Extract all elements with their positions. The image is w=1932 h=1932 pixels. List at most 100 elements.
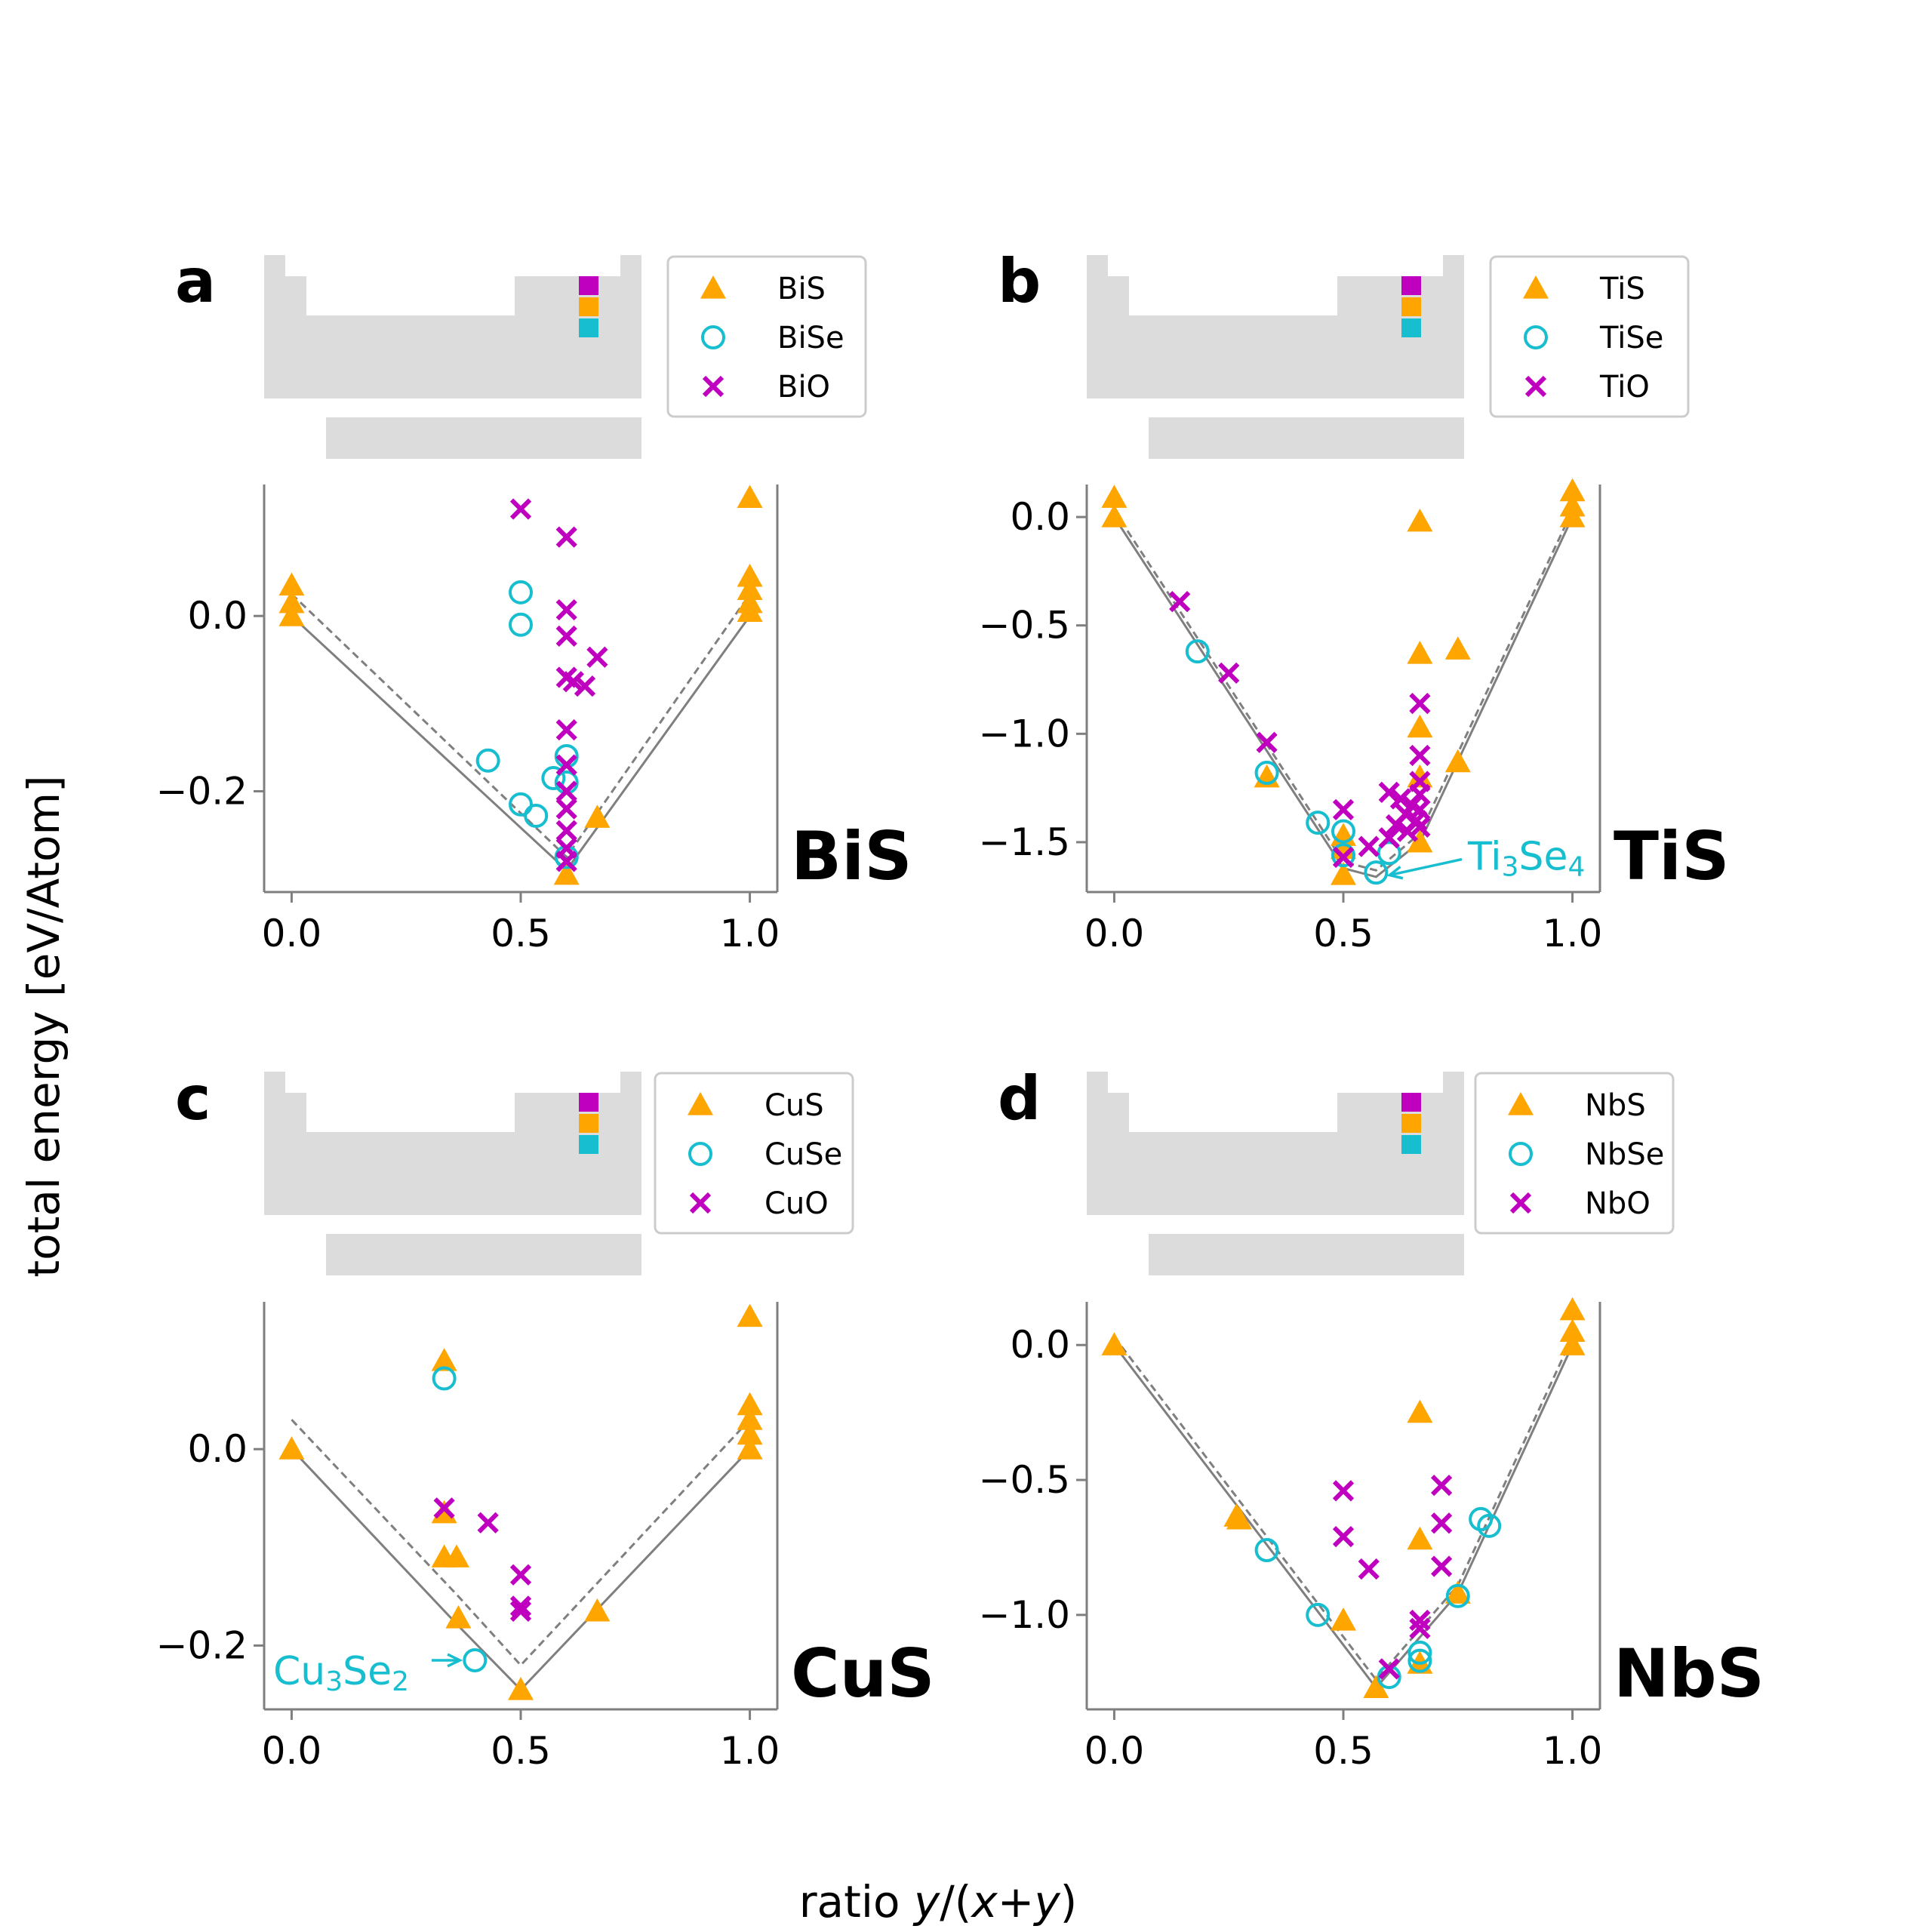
data-point-triangle	[444, 1544, 469, 1567]
legend-label: CuSe	[764, 1137, 842, 1172]
data-point-x	[555, 798, 577, 820]
data-point-triangle	[431, 1348, 457, 1371]
data-point-triangle	[508, 1676, 534, 1700]
data-point-triangle	[278, 1436, 305, 1460]
panel-compound-name: TiS	[1614, 817, 1730, 895]
hull-line-solid	[1113, 516, 1574, 878]
data-point-x	[1409, 816, 1431, 838]
y-tick-label: −0.2	[156, 1623, 248, 1667]
legend-marker-triangle	[700, 275, 726, 299]
hull-line-dashed	[1113, 1336, 1574, 1682]
data-point-x	[1256, 731, 1278, 753]
legend-marker-x	[1524, 375, 1547, 398]
data-point-triangle	[737, 1303, 763, 1327]
data-point-circle	[1331, 819, 1355, 844]
data-point-triangle	[1101, 504, 1128, 528]
legend-label: NbSe	[1585, 1137, 1664, 1172]
data-point-circle	[463, 1647, 488, 1672]
panel-letter: a	[175, 246, 216, 316]
data-point-x	[555, 719, 577, 741]
x-tick-label: 0.5	[491, 912, 551, 955]
data-point-x	[555, 780, 577, 802]
data-point-circle	[1254, 1538, 1279, 1563]
x-tick-label: 0.0	[1084, 1729, 1145, 1773]
periodic-table-main	[1087, 1072, 1464, 1215]
panel-letter: b	[998, 246, 1041, 316]
data-point-triangle	[737, 1436, 763, 1460]
data-point-triangle	[737, 577, 763, 600]
pt-highlight-selenide	[1401, 318, 1421, 337]
annotation-arrowhead	[447, 1653, 463, 1668]
x-tick-label: 0.0	[1084, 912, 1145, 955]
x-tick-label: 1.0	[1543, 912, 1603, 955]
pt-highlight-selenide	[1401, 1135, 1421, 1154]
data-point-x	[562, 671, 584, 693]
data-point-triangle	[1226, 1506, 1252, 1530]
x-tick-label: 0.0	[262, 1729, 322, 1773]
x-tick-label: 1.0	[1543, 1729, 1603, 1773]
data-point-triangle	[278, 572, 305, 596]
data-point-triangle	[1559, 1332, 1586, 1355]
data-point-x	[1332, 1480, 1355, 1502]
periodic-table-f-block	[326, 1234, 641, 1275]
legend-label: TiSe	[1599, 321, 1663, 355]
data-point-circle	[541, 766, 566, 791]
panel-d: d NbS NbSe NbO 0.0 0.5 1.0 0.0 −0.5 −1.0 NbS	[979, 1063, 1764, 1773]
periodic-table-main	[264, 255, 641, 398]
data-point-x	[1332, 1526, 1355, 1548]
pt-highlight-oxide	[579, 1093, 598, 1112]
x-tick-label: 1.0	[720, 1729, 780, 1773]
series-BiS	[278, 485, 763, 885]
pt-highlight-oxide	[579, 276, 598, 295]
data-point-triangle	[1101, 1332, 1128, 1355]
periodic-table-f-block	[1149, 1234, 1464, 1275]
pt-highlight-sulfide	[1401, 297, 1421, 316]
data-point-triangle	[1407, 508, 1433, 532]
data-point-triangle	[553, 861, 580, 885]
hull-line-dashed	[1113, 509, 1574, 872]
data-point-triangle	[1444, 1580, 1471, 1604]
data-point-circle	[1407, 1640, 1432, 1665]
data-point-triangle	[1101, 485, 1128, 508]
panel-letter: c	[175, 1063, 211, 1134]
x-tick-label: 0.5	[1313, 912, 1374, 955]
y-tick-label: 0.0	[1010, 1323, 1070, 1367]
data-point-x	[433, 1497, 455, 1519]
data-point-triangle	[1444, 749, 1471, 773]
data-point-x	[477, 1512, 499, 1534]
y-tick-label: −0.5	[979, 1458, 1070, 1502]
y-tick-label: 0.0	[1010, 495, 1070, 539]
data-point-triangle	[431, 1500, 457, 1524]
series-CuO	[433, 1497, 532, 1623]
data-point-x	[1378, 781, 1400, 803]
data-point-triangle	[1559, 504, 1586, 528]
data-point-circle	[1407, 1648, 1432, 1673]
data-point-triangle	[445, 1604, 472, 1629]
pt-highlight-oxide	[1401, 1093, 1421, 1112]
hull-line-dashed	[291, 1419, 751, 1667]
pt-highlight-selenide	[579, 1135, 598, 1154]
pt-highlight-sulfide	[579, 1114, 598, 1133]
pt-highlight-oxide	[1401, 276, 1421, 295]
annotation-arrow	[1389, 857, 1463, 877]
pt-highlight-sulfide	[579, 297, 598, 316]
series-CuS	[278, 1303, 763, 1700]
data-point-triangle	[1331, 862, 1356, 885]
data-point-circle	[1306, 811, 1331, 835]
legend-label: CuO	[764, 1186, 829, 1221]
x-tick-label: 0.0	[262, 912, 322, 955]
pt-highlight-sulfide	[1401, 1114, 1421, 1133]
data-point-x	[1409, 744, 1431, 767]
series-NbO	[1332, 1475, 1453, 1680]
y-tick-label: −0.5	[979, 604, 1070, 648]
legend-label: BiS	[777, 272, 826, 306]
data-point-circle	[475, 748, 500, 773]
data-point-circle	[509, 612, 533, 637]
data-point-triangle	[1407, 764, 1433, 788]
data-point-x	[1358, 835, 1380, 857]
periodic-table-f-block	[326, 417, 641, 459]
series-TiO	[1169, 590, 1431, 869]
panel-c: c CuS CuSe CuO 0.0 0.5 1.0 0.0 −0.2 Cu3Se2 CuS	[156, 1063, 935, 1773]
legend-label: CuS	[764, 1088, 824, 1123]
panel-b: b TiS TiSe TiO 0.0 0.5 1.0 0.0 −0.5 −1.0 −1.5 Ti3Se…	[979, 246, 1730, 955]
